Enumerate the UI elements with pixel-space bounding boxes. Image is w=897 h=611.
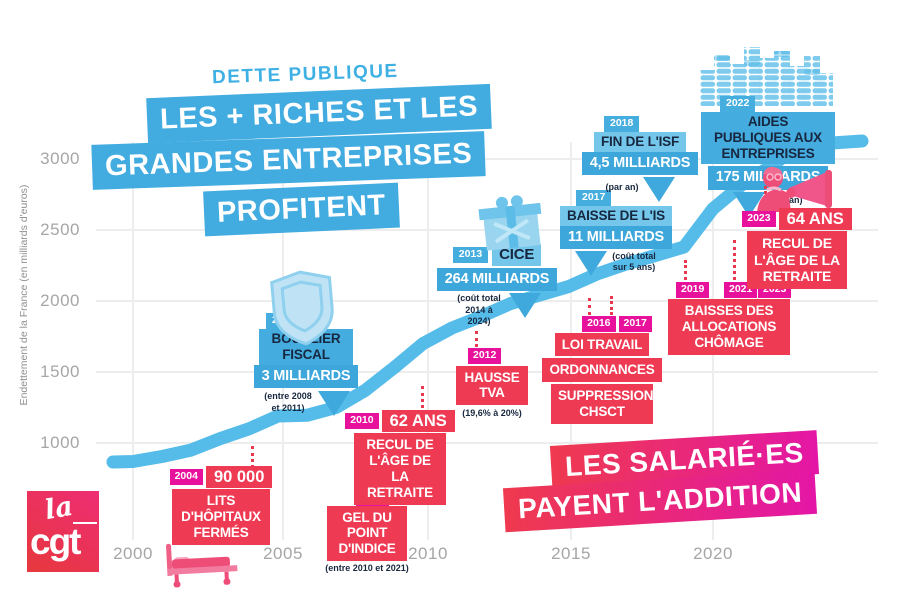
x-tick-2005: 2005 [263,544,303,563]
dotted-connector-2019 [684,260,687,280]
cgt-logo: la cgt [27,491,99,572]
year-badge: 2023 [742,211,776,227]
dotted-connector-2004 [251,446,254,468]
arrow-down-icon [509,293,541,319]
year-badge: 2016 [582,316,616,332]
measure-headline: 64 ANS [778,208,852,231]
dotted-connector-2016 [588,298,591,315]
x-tick-2010: 2010 [408,544,448,563]
measure-amount: 4,5 MILLIARDS [581,151,699,176]
measure-line-1: LOI TRAVAIL [554,332,650,357]
measure-note: (coût total 2014 à 2024) [457,293,501,326]
year-badge: 2010 [345,413,379,429]
measure-note: (entre 2010 et 2021) [325,563,409,574]
measure-body: LITS D'HÔPITAUX FERMÉS [172,489,270,545]
annotation-lits-hopitaux: 2004 90 000 LITS D'HÔPITAUX FERMÉS [166,466,274,588]
measure-amount: 264 MILLIARDS [436,268,558,292]
measure-title: CICE [492,244,542,266]
logo-cgt-text: cgt [30,521,81,562]
annotation-baisse-is: 2017 BAISSE DE L'IS 11 MILLIARDS (coût t… [560,190,672,277]
dotted-connector-2023-retraite [764,186,767,200]
y-tick-2000: 2000 [40,291,80,310]
measure-title: AIDES PUBLIQUES AUX ENTREPRISES [701,111,835,165]
y-tick-2500: 2500 [40,220,80,239]
year-badge: 2022 [720,96,756,112]
dotted-connector-62ans [421,386,424,408]
measure-body: RECUL DE L'ÂGE DE LA RETRAITE [354,433,446,505]
measure-body: HAUSSE TVA [456,365,528,406]
arrow-down-icon [642,177,675,203]
measure-title: BAISSE DE L'IS [560,205,672,226]
year-badge: 2017 [576,190,612,206]
measure-note: (entre 2008 et 2011) [264,391,312,413]
y-tick-1500: 1500 [40,362,80,381]
x-tick-2000: 2000 [113,544,153,563]
annotation-fin-isf: 2018 FIN DE L'ISF 4,5 MILLIARDS (par an) [581,116,699,203]
annotation-allocations-chomage: 2019 2021 2023 BAISSES DES ALLOCATIONS C… [668,282,794,355]
measure-amount: 11 MILLIARDS [560,225,672,250]
measure-body: BAISSES DES ALLOCATIONS CHÔMAGE [668,299,790,355]
measure-line-2: ORDONNANCES [542,358,662,383]
measure-headline: 62 ANS [381,410,455,433]
logo-dash [73,522,97,524]
arrow-down-icon [575,251,607,277]
year-badge: 2004 [169,469,203,485]
annotation-retraite-64-ans: 2023 64 ANS RECUL DE L'ÂGE DE LA RETRAIT… [742,162,852,289]
measure-amount: 3 MILLIARDS [253,364,359,389]
year-badge: 2013 [452,247,489,263]
annotation-cice: 2013 CICE 264 MILLIARDS (coût total 2014… [436,194,558,327]
hospital-bed-icon [166,543,238,588]
dotted-connector-2017 [610,296,613,315]
y-tick-3000: 3000 [40,149,80,168]
megaphone-person-icon [757,166,832,212]
year-badge: 2019 [676,282,710,298]
measure-body: RECUL DE L'ÂGE DE LA RETRAITE [747,231,847,289]
shield-icon [270,270,334,346]
measure-headline: 90 000 [205,466,273,489]
measure-note: (coût total sur 5 ans) [612,251,656,273]
annotation-loi-travail: 2016 2017 LOI TRAVAIL ORDONNANCES SUPPRE… [542,316,662,425]
y-tick-1000: 1000 [40,433,80,452]
measure-note: (par an) [605,182,639,193]
measure-note: (19,6% à 20%) [462,408,522,419]
arrow-down-icon [318,391,350,417]
year-badge: 2012 [468,348,502,364]
measure-body: GEL DU POINT D'INDICE [327,505,407,562]
measure-title: FIN DE L'ISF [593,131,687,152]
debt-curve-line [106,134,869,469]
annotation-hausse-tva: 2012 HAUSSE TVA (19,6% à 20%) [456,348,528,420]
x-tick-2015: 2015 [551,544,591,563]
gift-icon [478,195,542,251]
x-tick-2020: 2020 [693,544,733,563]
annotation-retraite-62-ans: 2010 62 ANS RECUL DE L'ÂGE DE LA RETRAIT… [345,410,455,505]
measure-line-3: SUPPRESSION CHSCT [551,384,654,425]
year-badge: 2018 [604,116,640,132]
dotted-connector-tva [475,331,478,347]
headline-banner-3: PROFITENT [203,182,400,237]
coins-icon [700,47,833,106]
year-badge: 2017 [618,316,652,332]
annotation-bouclier-fiscal: 2006 BOUCLIER FISCAL 3 MILLIARDS (entre … [246,270,366,417]
dotted-connector-2021 [733,240,736,280]
